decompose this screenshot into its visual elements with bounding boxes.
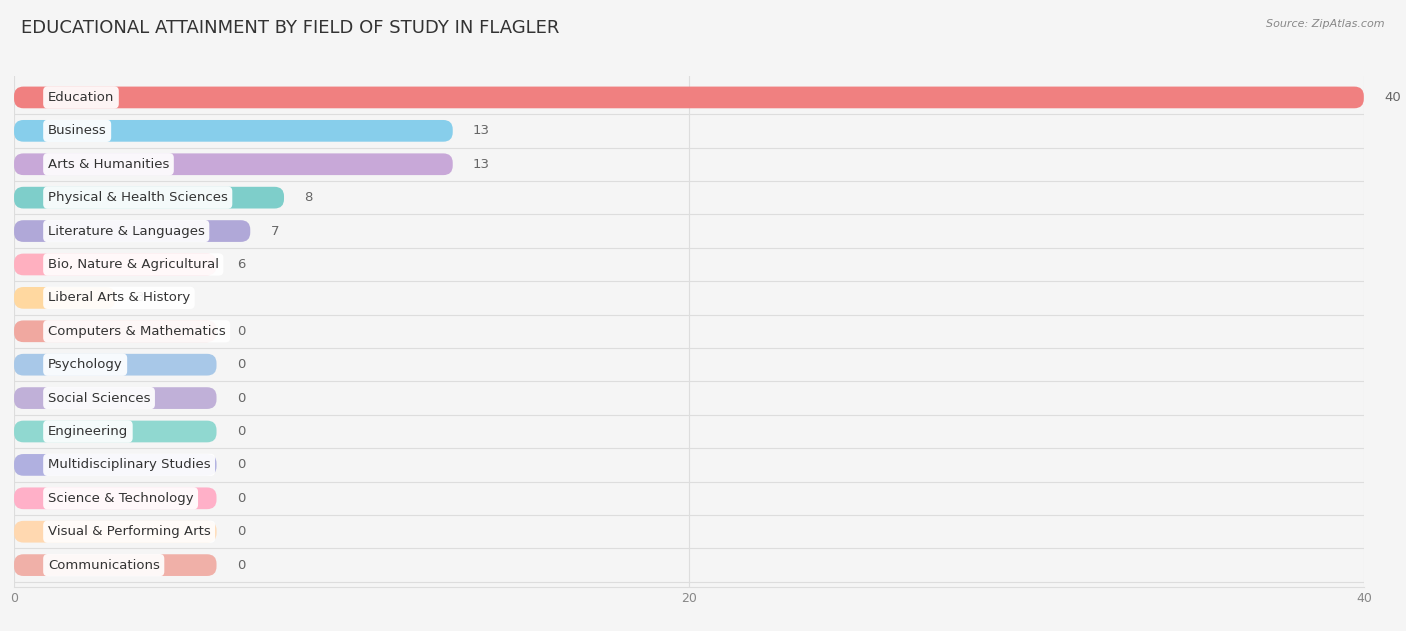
Text: 0: 0 <box>236 358 245 371</box>
Text: 13: 13 <box>472 158 489 171</box>
Text: 0: 0 <box>236 492 245 505</box>
FancyBboxPatch shape <box>14 86 1364 109</box>
FancyBboxPatch shape <box>14 554 217 576</box>
FancyBboxPatch shape <box>14 387 217 409</box>
Text: Psychology: Psychology <box>48 358 122 371</box>
Text: 0: 0 <box>236 325 245 338</box>
Text: 7: 7 <box>270 225 278 237</box>
Text: Education: Education <box>48 91 114 104</box>
Text: Liberal Arts & History: Liberal Arts & History <box>48 292 190 304</box>
FancyBboxPatch shape <box>14 220 250 242</box>
Text: Physical & Health Sciences: Physical & Health Sciences <box>48 191 228 204</box>
FancyBboxPatch shape <box>14 454 217 476</box>
Text: Literature & Languages: Literature & Languages <box>48 225 205 237</box>
Text: Communications: Communications <box>48 558 160 572</box>
Text: EDUCATIONAL ATTAINMENT BY FIELD OF STUDY IN FLAGLER: EDUCATIONAL ATTAINMENT BY FIELD OF STUDY… <box>21 19 560 37</box>
Text: Visual & Performing Arts: Visual & Performing Arts <box>48 525 211 538</box>
Text: Source: ZipAtlas.com: Source: ZipAtlas.com <box>1267 19 1385 29</box>
Text: Business: Business <box>48 124 107 138</box>
Text: 0: 0 <box>236 558 245 572</box>
Text: Engineering: Engineering <box>48 425 128 438</box>
FancyBboxPatch shape <box>14 488 217 509</box>
FancyBboxPatch shape <box>14 354 217 375</box>
FancyBboxPatch shape <box>14 421 217 442</box>
FancyBboxPatch shape <box>14 254 217 275</box>
FancyBboxPatch shape <box>14 521 217 543</box>
Text: 40: 40 <box>1384 91 1400 104</box>
Text: 0: 0 <box>236 525 245 538</box>
Text: Multidisciplinary Studies: Multidisciplinary Studies <box>48 458 211 471</box>
Text: 6: 6 <box>236 258 245 271</box>
Text: 0: 0 <box>236 458 245 471</box>
FancyBboxPatch shape <box>14 120 453 142</box>
Text: 0: 0 <box>236 425 245 438</box>
Text: 0: 0 <box>236 392 245 404</box>
Text: Computers & Mathematics: Computers & Mathematics <box>48 325 225 338</box>
Text: Social Sciences: Social Sciences <box>48 392 150 404</box>
FancyBboxPatch shape <box>14 287 115 309</box>
Text: Science & Technology: Science & Technology <box>48 492 194 505</box>
FancyBboxPatch shape <box>14 187 284 208</box>
Text: 3: 3 <box>135 292 143 304</box>
Text: 8: 8 <box>304 191 312 204</box>
FancyBboxPatch shape <box>14 321 217 342</box>
FancyBboxPatch shape <box>14 153 453 175</box>
Text: 13: 13 <box>472 124 489 138</box>
Text: Arts & Humanities: Arts & Humanities <box>48 158 169 171</box>
Text: Bio, Nature & Agricultural: Bio, Nature & Agricultural <box>48 258 219 271</box>
